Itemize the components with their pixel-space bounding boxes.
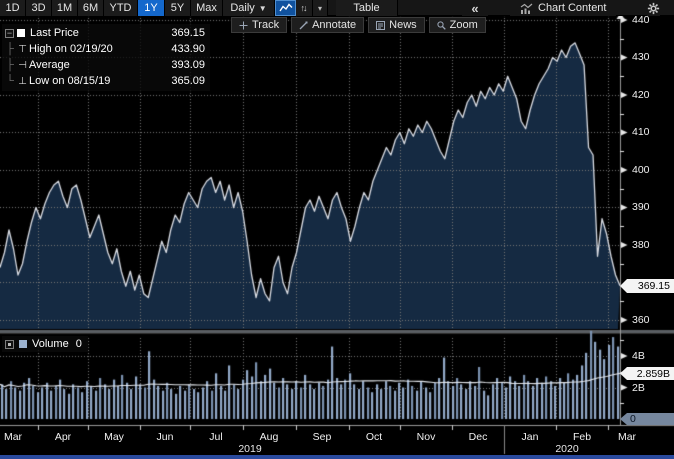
chart-type-dropdown[interactable]: ▾ xyxy=(313,0,328,16)
chevron-down-small-icon: ▾ xyxy=(317,3,322,13)
chevron-down-icon: ▼ xyxy=(258,3,267,13)
legend-row-last-price[interactable]: − Last Price 369.15 xyxy=(4,25,208,41)
price-tick-label: 440 xyxy=(632,14,650,26)
range-tab-5y[interactable]: 5Y xyxy=(165,0,191,16)
frequency-label: Daily xyxy=(230,2,255,14)
legend-value: 369.15 xyxy=(171,27,205,39)
annotate-icon xyxy=(299,21,308,30)
price-tick-label: 360 xyxy=(632,314,650,326)
range-tab-ytd[interactable]: YTD xyxy=(104,0,138,16)
volume-zero-tag: 0 xyxy=(620,413,674,425)
volume-tick-label: 4B xyxy=(632,350,645,362)
annotate-button[interactable]: Annotate xyxy=(291,17,365,33)
volume-legend-label: Volume xyxy=(32,338,69,350)
tree-connector: ├ xyxy=(6,43,14,55)
month-label: Jul xyxy=(209,431,223,443)
last-price-tag: 369.15 xyxy=(620,279,674,293)
last-price-swatch xyxy=(17,29,25,37)
price-tick-label: 390 xyxy=(632,201,650,213)
month-label: Sep xyxy=(312,431,332,443)
annotate-label: Annotate xyxy=(312,19,357,31)
current-volume-tag: 2.859B xyxy=(620,367,674,380)
month-label: May xyxy=(104,431,124,443)
tree-connector: └ xyxy=(6,75,14,87)
volume-tick-label: 2B xyxy=(632,382,645,394)
sort-arrows-button[interactable]: ↑↓ xyxy=(296,0,313,16)
legend-row-high[interactable]: ├ ⊤ High on 02/19/20 433.90 xyxy=(4,41,208,57)
price-tick-label: 410 xyxy=(632,126,650,138)
range-tab-1d[interactable]: 1D xyxy=(0,0,26,16)
month-label: Feb xyxy=(572,431,592,443)
legend-row-average[interactable]: ├ ⊣ Average 393.09 xyxy=(4,57,208,73)
legend-label: High on 02/19/20 xyxy=(29,43,113,55)
chart-content-icon xyxy=(520,3,533,14)
track-button[interactable]: Track xyxy=(231,17,288,33)
line-chart-icon xyxy=(278,3,292,12)
price-tick-label: 400 xyxy=(632,164,650,176)
news-button[interactable]: News xyxy=(368,17,425,33)
range-tab-3d[interactable]: 3D xyxy=(26,0,52,16)
range-tab-1m[interactable]: 1M xyxy=(52,0,78,16)
month-label: Oct xyxy=(365,431,383,443)
price-tick-label: 430 xyxy=(632,51,650,63)
legend-label: Last Price xyxy=(30,27,79,39)
high-whisker-icon: ⊤ xyxy=(18,43,27,55)
news-label: News xyxy=(389,19,417,31)
chart-content-button[interactable]: Chart Content xyxy=(510,0,617,16)
month-label: Aug xyxy=(259,431,279,443)
price-legend: − Last Price 369.15 ├ ⊤ High on 02/19/20 433.9… xyxy=(2,24,210,91)
volume-expand-box[interactable] xyxy=(5,339,14,349)
volume-swatch-icon xyxy=(19,340,27,348)
news-icon xyxy=(376,20,386,30)
legend-value: 393.09 xyxy=(171,59,205,71)
year-label: 2019 xyxy=(238,443,262,455)
gear-icon xyxy=(647,2,660,14)
collapse-panel-button[interactable]: « xyxy=(462,0,488,16)
range-tab-1y[interactable]: 1Y xyxy=(138,0,165,16)
zoom-icon xyxy=(437,20,446,30)
price-tick-label: 380 xyxy=(632,239,650,251)
table-button[interactable]: Table xyxy=(336,0,398,16)
volume-legend[interactable]: Volume 0 xyxy=(2,336,88,352)
chart-tools-bar: Track Annotate News Zoom xyxy=(231,17,486,33)
legend-label: Low on 08/15/19 xyxy=(29,75,111,87)
legend-row-low[interactable]: └ ⊥ Low on 08/15/19 365.09 xyxy=(4,73,208,89)
tree-connector: ├ xyxy=(6,59,14,71)
line-chart-type-button[interactable] xyxy=(275,0,296,16)
legend-value: 433.90 xyxy=(171,43,205,55)
price-tick-label: 420 xyxy=(632,89,650,101)
average-whisker-icon: ⊣ xyxy=(18,59,27,71)
month-label: Mar xyxy=(617,431,637,443)
chart-content-label: Chart Content xyxy=(538,2,607,14)
expand-dot-icon xyxy=(8,342,11,346)
range-tabs: 1D 3D 1M 6M YTD 1Y 5Y Max xyxy=(0,0,223,16)
zoom-label: Zoom xyxy=(449,19,478,31)
legend-label: Average xyxy=(29,59,70,71)
frequency-dropdown[interactable]: Daily ▼ xyxy=(223,0,275,16)
chart-toolbar: 1D 3D 1M 6M YTD 1Y 5Y Max Daily ▼ ↑↓ ▾ Table « … xyxy=(0,0,674,16)
volume-legend-value: 0 xyxy=(75,338,82,350)
month-label: Jun xyxy=(156,431,174,443)
month-label: Apr xyxy=(54,431,72,443)
month-label: Jan xyxy=(521,431,539,443)
range-tab-6m[interactable]: 6M xyxy=(78,0,104,16)
year-label: 2020 xyxy=(555,443,579,455)
month-label: Mar xyxy=(3,431,23,443)
legend-value: 365.09 xyxy=(171,75,205,87)
window-bottom-border xyxy=(0,455,674,459)
up-down-arrows-icon: ↑↓ xyxy=(300,3,308,13)
track-icon xyxy=(239,21,248,30)
legend-expand-box[interactable]: − xyxy=(5,27,14,38)
month-label: Nov xyxy=(416,431,436,443)
settings-gear-button[interactable] xyxy=(647,0,660,16)
range-tab-max[interactable]: Max xyxy=(191,0,223,16)
low-whisker-icon: ⊥ xyxy=(18,75,27,87)
zoom-button[interactable]: Zoom xyxy=(428,17,486,33)
track-label: Track xyxy=(252,19,280,31)
month-label: Dec xyxy=(468,431,488,443)
